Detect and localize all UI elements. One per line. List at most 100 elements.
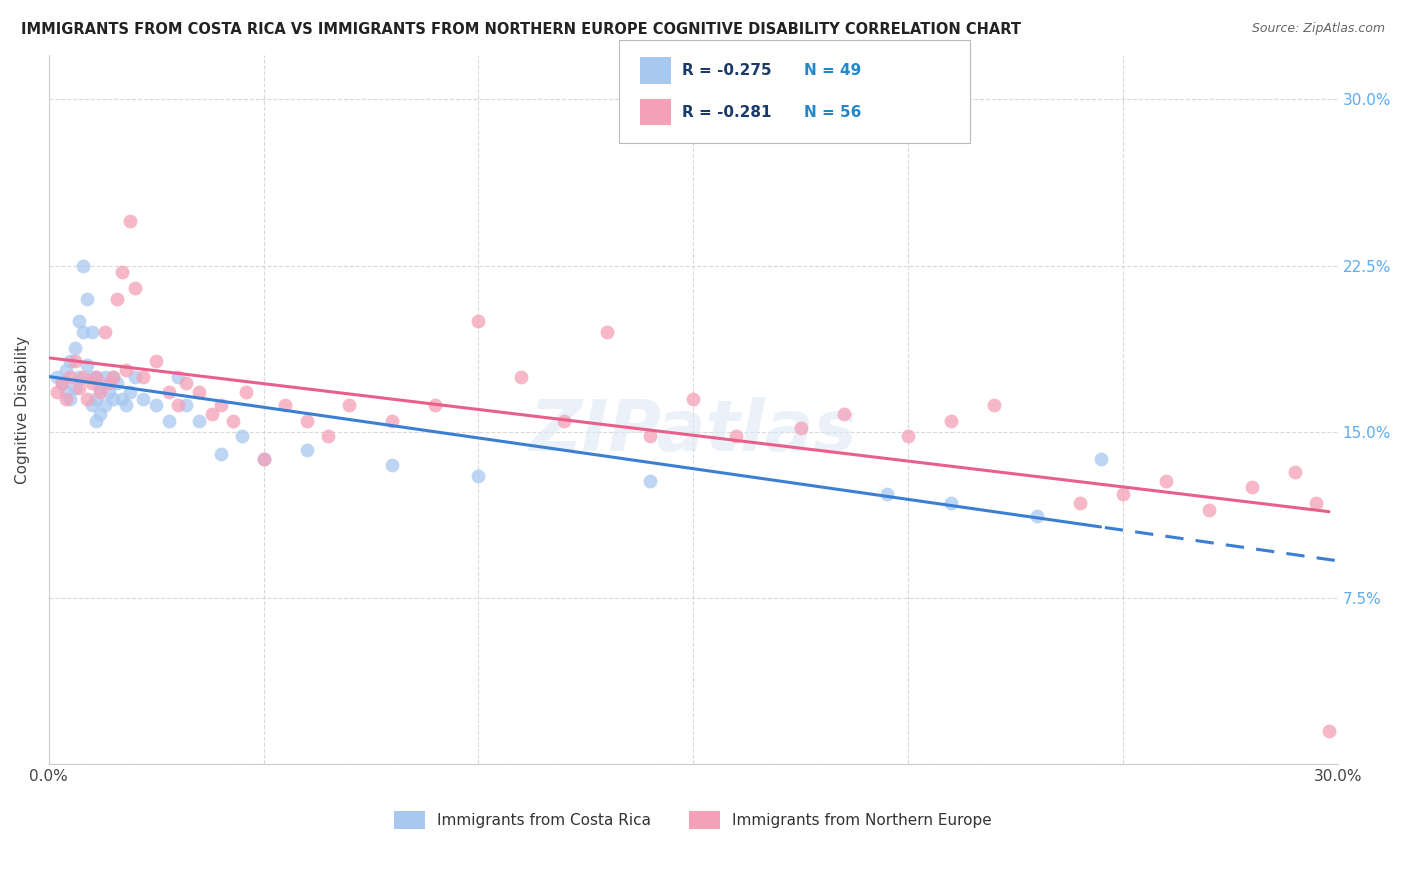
Point — [174, 398, 197, 412]
Point — [157, 385, 180, 400]
Point — [80, 376, 103, 391]
Point — [553, 414, 575, 428]
Point — [72, 325, 94, 339]
Point — [132, 369, 155, 384]
Point — [157, 414, 180, 428]
Point — [72, 369, 94, 384]
Point — [59, 369, 82, 384]
Point — [103, 392, 125, 406]
Point — [174, 376, 197, 391]
Point — [97, 385, 120, 400]
Point — [166, 398, 188, 412]
Point — [84, 392, 107, 406]
Point — [76, 392, 98, 406]
Point — [55, 392, 77, 406]
Point — [832, 407, 855, 421]
Text: Source: ZipAtlas.com: Source: ZipAtlas.com — [1251, 22, 1385, 36]
Point — [682, 392, 704, 406]
Point — [80, 369, 103, 384]
Point — [55, 385, 77, 400]
Point — [107, 376, 129, 391]
Point — [188, 414, 211, 428]
Point — [51, 376, 73, 391]
Point — [89, 385, 111, 400]
Point — [84, 369, 107, 384]
Point — [235, 385, 257, 400]
Point — [274, 398, 297, 412]
Point — [59, 392, 82, 406]
Point — [67, 369, 90, 384]
Point — [120, 385, 142, 400]
Point — [80, 325, 103, 339]
Point — [76, 359, 98, 373]
Point — [46, 369, 69, 384]
Point — [188, 385, 211, 400]
Legend: Immigrants from Costa Rica, Immigrants from Northern Europe: Immigrants from Costa Rica, Immigrants f… — [388, 805, 998, 835]
Text: R = -0.281: R = -0.281 — [682, 104, 772, 120]
Text: ZIPatlas: ZIPatlas — [530, 397, 856, 466]
Point — [983, 398, 1005, 412]
Point — [89, 381, 111, 395]
Point — [80, 398, 103, 412]
Point — [67, 314, 90, 328]
Point — [63, 341, 86, 355]
Point — [222, 414, 245, 428]
Point — [67, 381, 90, 395]
Point — [103, 369, 125, 384]
Point — [111, 265, 134, 279]
Point — [209, 398, 232, 412]
Point — [295, 442, 318, 457]
Point — [1284, 465, 1306, 479]
Text: IMMIGRANTS FROM COSTA RICA VS IMMIGRANTS FROM NORTHERN EUROPE COGNITIVE DISABILI: IMMIGRANTS FROM COSTA RICA VS IMMIGRANTS… — [21, 22, 1021, 37]
Point — [1240, 480, 1263, 494]
Point — [638, 429, 661, 443]
Point — [63, 354, 86, 368]
Point — [1317, 724, 1340, 739]
Text: N = 49: N = 49 — [804, 63, 862, 78]
Point — [939, 414, 962, 428]
Point — [1025, 509, 1047, 524]
Point — [876, 487, 898, 501]
Point — [1198, 502, 1220, 516]
Point — [72, 259, 94, 273]
Point — [84, 414, 107, 428]
Point — [93, 398, 115, 412]
Point — [252, 451, 274, 466]
Point — [111, 392, 134, 406]
Point — [124, 369, 146, 384]
Point — [115, 398, 138, 412]
Point — [725, 429, 748, 443]
Point — [115, 363, 138, 377]
Point — [51, 376, 73, 391]
Point — [59, 354, 82, 368]
Text: R = -0.275: R = -0.275 — [682, 63, 772, 78]
Point — [209, 447, 232, 461]
Point — [939, 496, 962, 510]
Point — [638, 474, 661, 488]
Point — [897, 429, 920, 443]
Point — [89, 407, 111, 421]
Point — [63, 381, 86, 395]
Point — [252, 451, 274, 466]
Point — [93, 325, 115, 339]
Point — [107, 292, 129, 306]
Point — [145, 398, 167, 412]
Point — [132, 392, 155, 406]
Text: N = 56: N = 56 — [804, 104, 862, 120]
Point — [93, 369, 115, 384]
Point — [789, 420, 811, 434]
Point — [467, 314, 489, 328]
Point — [231, 429, 253, 443]
Point — [201, 407, 224, 421]
Point — [467, 469, 489, 483]
Point — [425, 398, 447, 412]
Point — [103, 369, 125, 384]
Point — [316, 429, 339, 443]
Point — [166, 369, 188, 384]
Point — [381, 458, 404, 473]
Point — [145, 354, 167, 368]
Point — [339, 398, 361, 412]
Point — [124, 281, 146, 295]
Point — [1112, 487, 1135, 501]
Point — [120, 214, 142, 228]
